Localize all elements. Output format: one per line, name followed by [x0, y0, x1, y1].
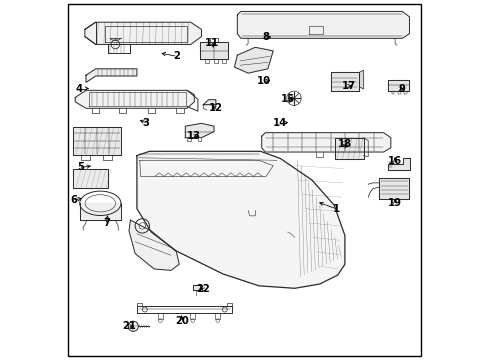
Polygon shape: [75, 90, 194, 108]
Polygon shape: [387, 80, 408, 91]
Text: 22: 22: [196, 284, 210, 294]
Polygon shape: [192, 285, 199, 291]
Text: 18: 18: [337, 139, 351, 149]
Text: 15: 15: [280, 94, 294, 104]
Text: 11: 11: [204, 38, 219, 48]
Text: 4: 4: [76, 84, 83, 94]
Text: 12: 12: [208, 103, 223, 113]
Text: 7: 7: [103, 218, 110, 228]
Text: 13: 13: [186, 131, 200, 141]
Polygon shape: [86, 69, 137, 82]
Polygon shape: [330, 72, 359, 91]
Text: 2: 2: [173, 51, 180, 61]
Polygon shape: [129, 220, 179, 270]
Text: 3: 3: [142, 118, 149, 128]
Polygon shape: [85, 22, 201, 44]
Polygon shape: [137, 151, 344, 288]
Text: 19: 19: [387, 198, 401, 208]
Polygon shape: [234, 47, 273, 73]
Text: 8: 8: [262, 32, 269, 41]
Polygon shape: [334, 138, 363, 159]
Polygon shape: [379, 178, 408, 199]
Text: 16: 16: [387, 156, 401, 166]
Polygon shape: [185, 123, 214, 138]
Text: 10: 10: [257, 76, 271, 86]
Text: 20: 20: [175, 316, 188, 325]
Text: 1: 1: [332, 204, 339, 214]
Polygon shape: [199, 42, 228, 59]
Text: 14: 14: [273, 118, 287, 128]
Polygon shape: [261, 133, 390, 152]
Text: 5: 5: [77, 162, 83, 172]
Text: 6: 6: [70, 195, 78, 205]
Text: 17: 17: [341, 81, 355, 91]
Text: 21: 21: [122, 321, 136, 331]
Polygon shape: [80, 203, 121, 220]
Polygon shape: [359, 70, 363, 89]
Polygon shape: [73, 169, 107, 188]
Polygon shape: [73, 127, 121, 155]
Polygon shape: [237, 12, 408, 39]
Text: 9: 9: [398, 84, 405, 94]
Polygon shape: [203, 100, 215, 105]
Polygon shape: [387, 158, 409, 170]
